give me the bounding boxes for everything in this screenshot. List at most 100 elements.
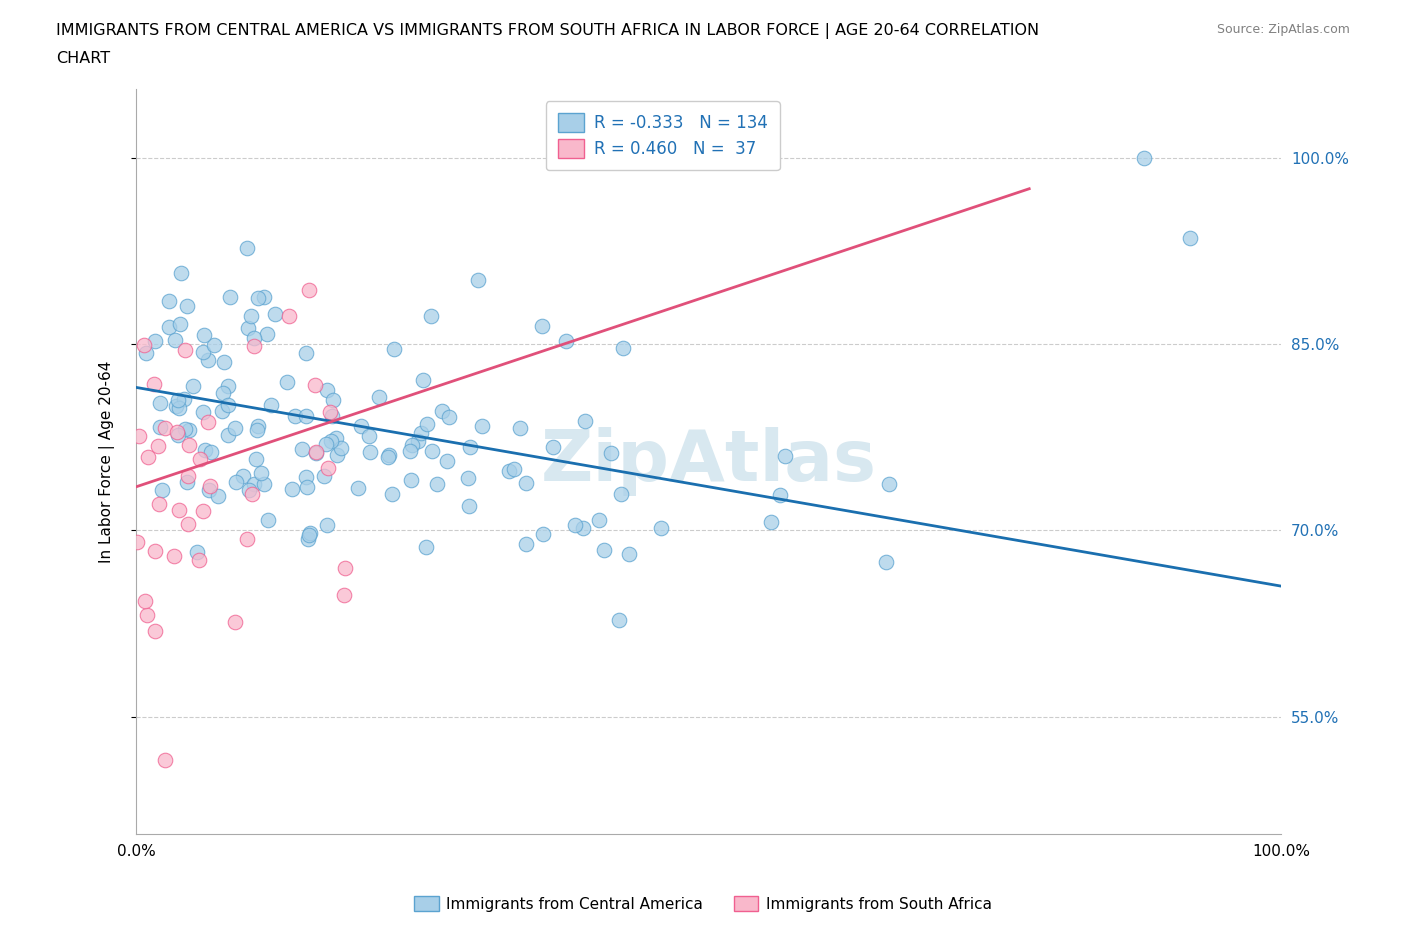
Point xyxy=(436,454,458,469)
Point xyxy=(412,373,434,388)
Point xyxy=(467,272,489,287)
Point xyxy=(200,478,222,493)
Point xyxy=(593,543,616,558)
Point xyxy=(564,517,586,532)
Point xyxy=(543,440,565,455)
Point xyxy=(163,549,186,564)
Point xyxy=(316,382,339,397)
Point xyxy=(240,486,263,501)
Point xyxy=(186,545,208,560)
Point xyxy=(167,428,190,443)
Point xyxy=(498,463,520,478)
Point xyxy=(305,445,328,460)
Legend: Immigrants from Central America, Immigrants from South Africa: Immigrants from Central America, Immigra… xyxy=(408,889,998,918)
Point xyxy=(297,480,319,495)
Point xyxy=(211,386,233,401)
Point xyxy=(349,419,371,434)
Point xyxy=(759,515,782,530)
Text: ZipAtlas: ZipAtlas xyxy=(541,428,877,497)
Point xyxy=(609,612,631,627)
Point xyxy=(150,482,173,497)
Point xyxy=(167,401,190,416)
Point xyxy=(314,469,336,484)
Point xyxy=(157,294,180,309)
Point xyxy=(193,503,215,518)
Point xyxy=(276,375,298,390)
Point xyxy=(409,426,432,441)
Point xyxy=(430,404,453,418)
Point xyxy=(217,428,239,443)
Point xyxy=(153,421,176,436)
Point xyxy=(359,445,381,459)
Legend: R = -0.333   N = 134, R = 0.460   N =  37: R = -0.333 N = 134, R = 0.460 N = 37 xyxy=(546,101,780,170)
Point xyxy=(284,408,307,423)
Point xyxy=(319,433,342,448)
Point xyxy=(166,425,188,440)
Point xyxy=(125,535,148,550)
Point xyxy=(246,422,269,437)
Point xyxy=(253,289,276,304)
Point xyxy=(399,472,422,487)
Point xyxy=(174,421,197,436)
Point xyxy=(381,487,404,502)
Point xyxy=(457,470,479,485)
Point xyxy=(238,483,260,498)
Point xyxy=(377,447,399,462)
Point xyxy=(650,521,672,536)
Point xyxy=(243,476,266,491)
Point xyxy=(382,341,405,356)
Point xyxy=(291,442,314,457)
Point xyxy=(458,439,481,454)
Point xyxy=(247,418,270,433)
Point xyxy=(295,345,318,360)
Point xyxy=(458,498,481,513)
Point xyxy=(143,544,166,559)
Point xyxy=(181,379,204,393)
Point xyxy=(298,283,321,298)
Point xyxy=(297,532,319,547)
Point xyxy=(531,319,554,334)
Point xyxy=(295,408,318,423)
Point xyxy=(406,433,429,448)
Point xyxy=(420,444,443,458)
Point xyxy=(509,420,531,435)
Point xyxy=(333,561,356,576)
Point xyxy=(243,339,266,353)
Point xyxy=(207,489,229,504)
Point xyxy=(240,309,263,324)
Point xyxy=(225,475,247,490)
Point xyxy=(416,417,439,432)
Point xyxy=(326,447,349,462)
Point xyxy=(315,436,337,451)
Point xyxy=(143,334,166,349)
Point xyxy=(333,588,356,603)
Point xyxy=(177,517,200,532)
Point xyxy=(260,398,283,413)
Point xyxy=(531,527,554,542)
Point xyxy=(143,623,166,638)
Y-axis label: In Labor Force | Age 20-64: In Labor Force | Age 20-64 xyxy=(100,361,115,564)
Point xyxy=(257,512,280,527)
Point xyxy=(173,392,195,406)
Point xyxy=(149,395,172,410)
Point xyxy=(198,483,221,498)
Point xyxy=(325,431,347,445)
Point xyxy=(212,354,235,369)
Point xyxy=(211,404,233,418)
Point xyxy=(128,428,150,443)
Point xyxy=(136,450,159,465)
Point xyxy=(316,461,339,476)
Point xyxy=(357,429,380,444)
Point xyxy=(401,438,423,453)
Point xyxy=(193,327,215,342)
Point xyxy=(1178,231,1201,246)
Point xyxy=(321,408,343,423)
Point xyxy=(187,552,209,567)
Point xyxy=(224,615,246,630)
Point xyxy=(264,307,287,322)
Point xyxy=(415,540,437,555)
Point xyxy=(217,397,239,412)
Point xyxy=(439,409,461,424)
Point xyxy=(169,317,191,332)
Point xyxy=(153,752,176,767)
